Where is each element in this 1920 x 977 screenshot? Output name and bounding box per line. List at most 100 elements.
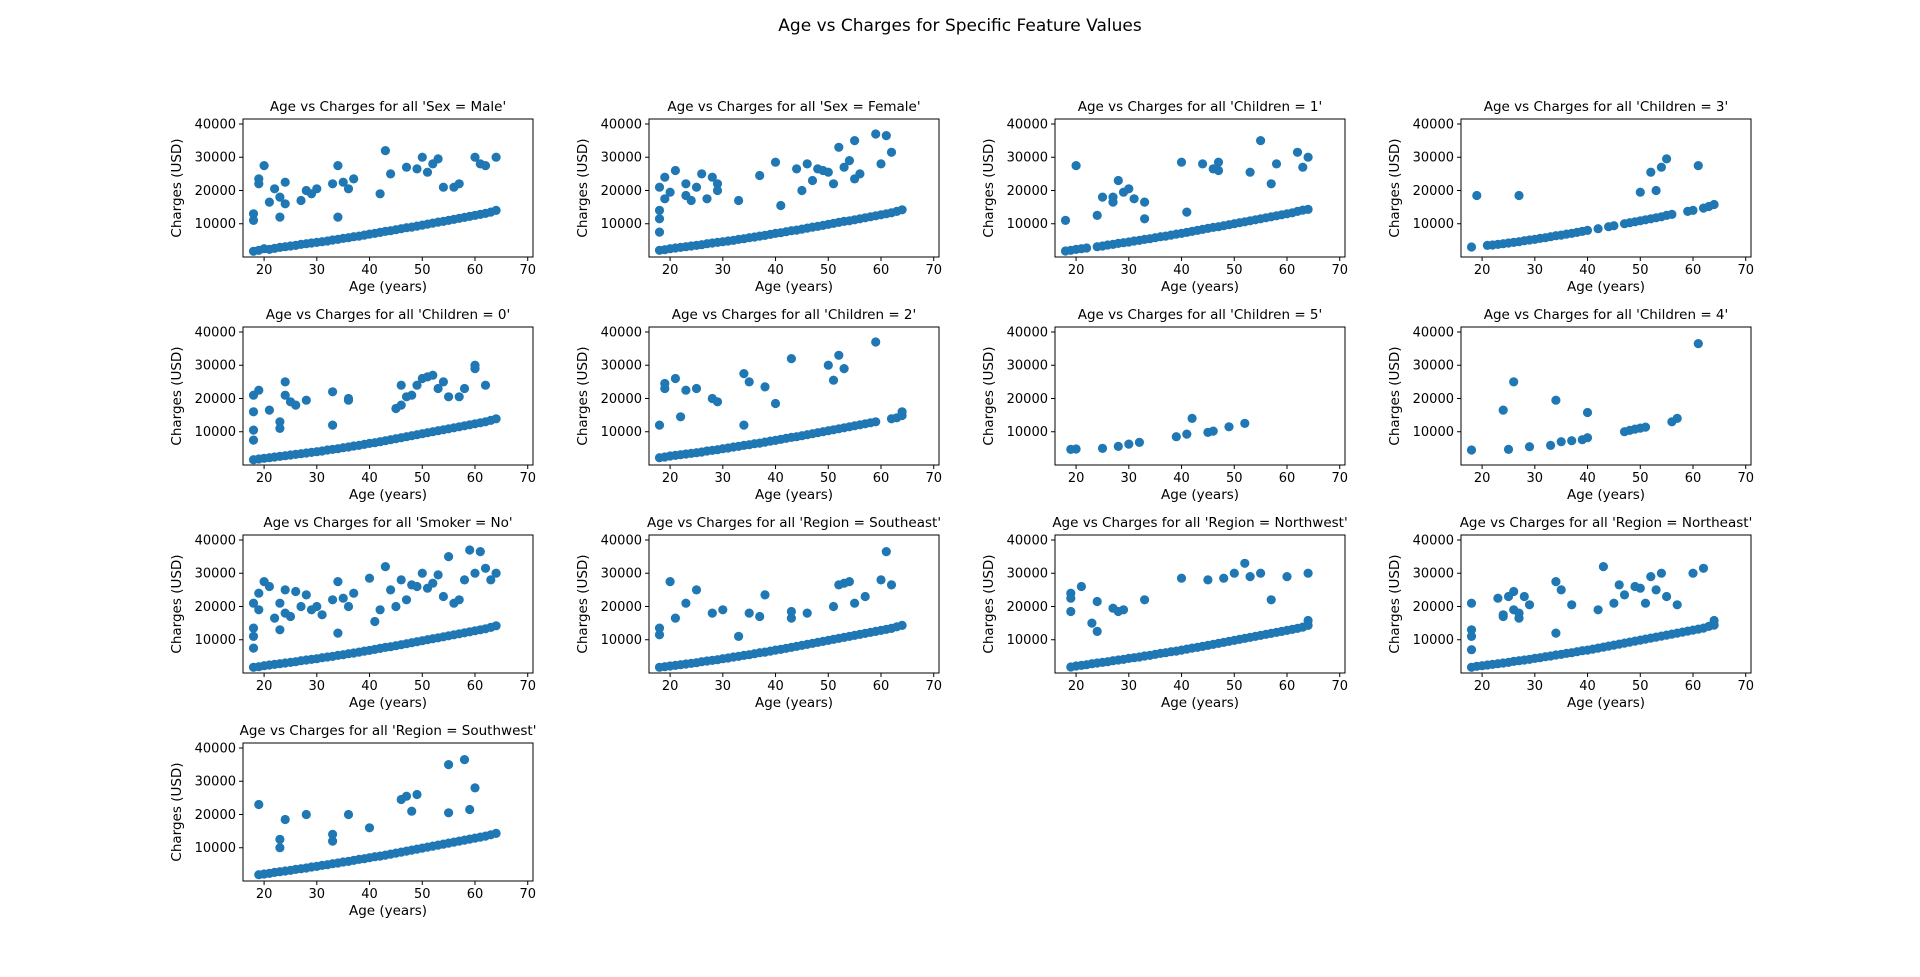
y-tick-label: 30000 (601, 567, 642, 582)
scatter-point (248, 623, 259, 633)
scatter-point (275, 843, 285, 853)
scatter-point (248, 209, 259, 219)
y-tick-label: 30000 (195, 151, 236, 166)
scatter-point (1082, 243, 1092, 253)
scatter-point (1635, 583, 1645, 593)
scatter-point (312, 184, 322, 194)
scatter-point (1282, 572, 1292, 582)
scatter-point (1176, 573, 1187, 583)
scatter-point (248, 425, 259, 435)
scatter-point (1213, 157, 1224, 167)
scatter-point (396, 400, 406, 410)
x-tick-label: 40 (767, 471, 784, 486)
scatter-point (654, 205, 665, 215)
scatter-point (1498, 610, 1508, 620)
scatter-point (412, 581, 422, 592)
axes-frame (1460, 534, 1752, 674)
x-tick-label: 20 (256, 679, 273, 694)
scatter-point (275, 625, 285, 635)
scatter-point (739, 369, 749, 379)
scatter-point (1640, 598, 1651, 608)
y-tick-label: 30000 (1007, 359, 1048, 374)
scatter-point (1693, 161, 1703, 171)
y-axis-label: Charges (USD) (169, 762, 185, 861)
scatter-point (1208, 426, 1218, 436)
scatter-point (1551, 577, 1561, 587)
scatter-point (712, 185, 723, 196)
scatter-point (654, 182, 665, 192)
scatter-point (254, 174, 264, 184)
scatter-point (465, 545, 475, 555)
scatter-point (364, 573, 375, 583)
y-tick-label: 10000 (1413, 633, 1454, 648)
scatter-point (1672, 600, 1682, 610)
scatter-point (691, 383, 702, 394)
x-tick-label: 30 (1121, 471, 1138, 486)
x-tick-label: 50 (414, 679, 431, 694)
y-tick-label: 20000 (195, 600, 236, 615)
y-tick-label: 20000 (1007, 600, 1048, 615)
x-tick-label: 60 (1685, 471, 1702, 486)
scatter-point (660, 194, 670, 204)
scatter-point (691, 585, 702, 595)
scatter-point (786, 606, 797, 617)
scatter-point (396, 575, 406, 585)
x-tick-label: 20 (1474, 679, 1491, 694)
scatter-point (1466, 445, 1477, 455)
x-tick-label: 60 (873, 679, 890, 694)
y-axis-label: Charges (USD) (575, 138, 591, 237)
scatter-point (760, 590, 770, 600)
scatter-point (1303, 204, 1313, 214)
scatter-point (770, 157, 781, 167)
scatter-point (270, 184, 280, 194)
x-tick-label: 60 (1685, 679, 1702, 694)
x-tick-label: 60 (467, 887, 484, 902)
axes-frame (1054, 118, 1346, 258)
scatter-point (1097, 443, 1108, 453)
scatter-point (1108, 192, 1118, 202)
scatter-point (886, 147, 897, 157)
scatter-point (422, 167, 433, 177)
scatter-point (823, 360, 833, 370)
y-tick-label: 10000 (1413, 217, 1454, 232)
scatter-point (1514, 190, 1524, 201)
scatter-point (280, 585, 290, 595)
subplot: 20 30 40 50 60 70 10000 20000 30000 40000 Age vs C… (981, 307, 1348, 503)
y-tick-label: 30000 (1413, 151, 1454, 166)
x-tick-label: 70 (925, 471, 942, 486)
scatter-point (1303, 568, 1313, 578)
x-tick-label: 50 (414, 887, 431, 902)
scatter-point (1118, 605, 1129, 615)
scatter-point (1466, 625, 1477, 635)
x-tick-label: 50 (1632, 263, 1649, 278)
scatter-point (1503, 444, 1514, 454)
scatter-point (670, 613, 681, 623)
y-axis-label: Charges (USD) (1387, 554, 1403, 653)
x-tick-label: 20 (662, 263, 679, 278)
scatter-point (823, 167, 833, 177)
x-tick-label: 50 (1226, 679, 1243, 694)
x-tick-label: 20 (1068, 471, 1085, 486)
scatter-point (1509, 586, 1519, 597)
scatter-point (444, 552, 454, 562)
scatter-point (1092, 210, 1102, 220)
scatter-point (438, 591, 448, 602)
y-tick-label: 10000 (601, 217, 642, 232)
scatter-point (697, 169, 707, 179)
scatter-series (1466, 339, 1703, 455)
scatter-point (886, 580, 897, 590)
scatter-point (1071, 444, 1081, 454)
scatter-point (1472, 190, 1482, 201)
x-tick-label: 50 (1632, 471, 1649, 486)
scatter-point (828, 375, 839, 385)
scatter-point (1688, 568, 1698, 578)
scatter-point (871, 417, 881, 427)
x-axis-label: Age (years) (1161, 279, 1239, 295)
scatter-point (491, 828, 501, 839)
x-tick-label: 70 (1331, 263, 1348, 278)
scatter-point (259, 161, 269, 171)
scatter-point (1256, 568, 1266, 578)
y-tick-label: 40000 (1413, 117, 1454, 132)
y-tick-label: 40000 (1413, 325, 1454, 340)
